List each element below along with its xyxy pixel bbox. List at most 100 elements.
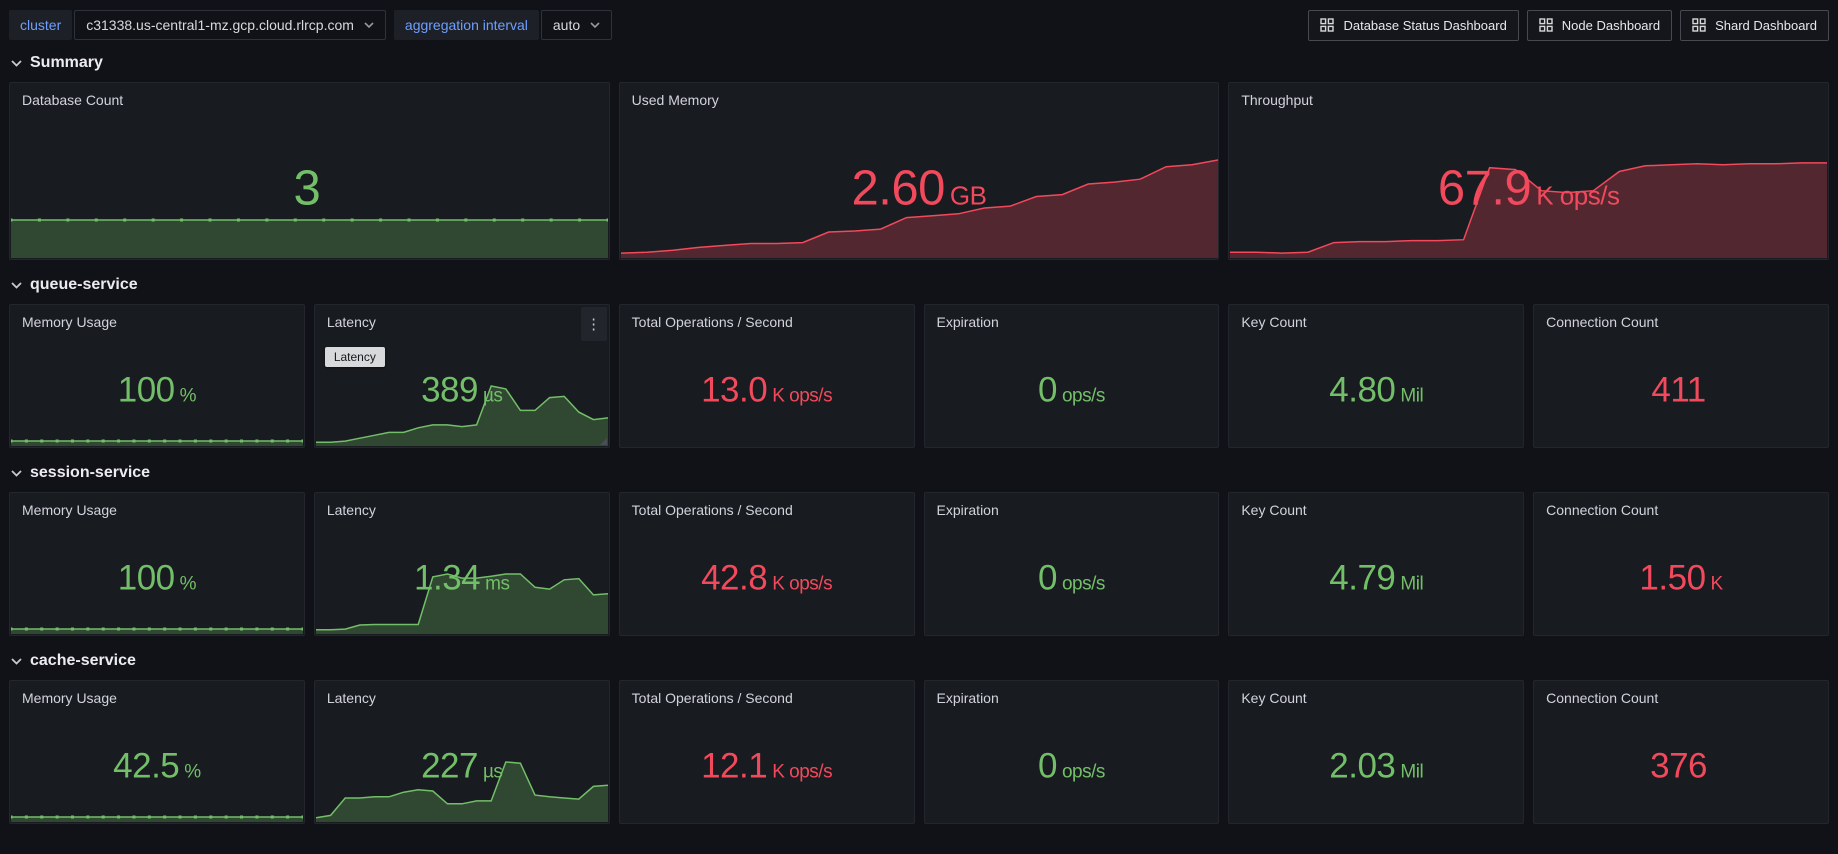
stat-value: 1.34	[414, 558, 481, 598]
stat-value: 0	[1037, 370, 1057, 410]
memory-usage-sparkline	[11, 812, 303, 822]
section-header-cache-service[interactable]: cache-service	[11, 652, 1829, 670]
stat-value: 1.50	[1639, 558, 1706, 598]
panel-title[interactable]: Expiration	[936, 502, 999, 518]
panel-title[interactable]: Connection Count	[1546, 314, 1659, 330]
section-header-session-service[interactable]: session-service	[11, 464, 1829, 482]
cluster-select-value: c31338.us-central1-mz.gcp.cloud.rlrcp.co…	[86, 16, 354, 33]
stat: 411	[1534, 373, 1828, 408]
queue-service-row: Memory Usage 100% Latency ⋮ Latency 389 µ…	[9, 304, 1829, 448]
stat-value: 2.60	[851, 161, 946, 216]
panel-title[interactable]: Connection Count	[1546, 502, 1659, 518]
panel-title[interactable]: Total Operations / Second	[631, 690, 793, 706]
panel-title[interactable]: Total Operations / Second	[631, 502, 793, 518]
stat-unit: ms	[485, 573, 510, 595]
panel-title[interactable]: Memory Usage	[22, 502, 117, 518]
stat-unit: Mil	[1400, 761, 1424, 783]
stat: 3	[10, 164, 609, 213]
panel-cache-key-count: Key Count 2.03 Mil	[1228, 680, 1525, 824]
panel-title[interactable]: Key Count	[1241, 314, 1307, 330]
stat-unit: GB	[949, 180, 987, 211]
stat-value: 42.5	[113, 746, 180, 786]
aggregation-interval-value: auto	[552, 16, 581, 33]
cache-service-row: Memory Usage 42.5% Latency 227 µs Total O…	[9, 680, 1829, 824]
stat: 227 µs	[315, 749, 609, 784]
chevron-down-icon	[11, 469, 22, 477]
database-count-sparkline	[11, 218, 608, 258]
summary-row: Database Count 3 Used Memory 2.60 GB Thro…	[9, 82, 1829, 260]
stat-value: 3	[293, 161, 321, 216]
panel-session-key-count: Key Count 4.79 Mil	[1228, 492, 1525, 636]
panel-resize-handle[interactable]	[599, 438, 607, 445]
link-database-status-dashboard[interactable]: Database Status Dashboard	[1308, 9, 1519, 41]
latency-sparkline	[315, 384, 608, 446]
link-node-dashboard[interactable]: Node Dashboard	[1526, 9, 1673, 41]
stat-value: 100	[117, 370, 175, 410]
panel-title[interactable]: Used Memory	[631, 92, 719, 108]
stat-unit: %	[179, 385, 197, 407]
series-tooltip: Latency	[324, 347, 385, 367]
chevron-down-icon	[11, 657, 22, 665]
panel-title[interactable]: Key Count	[1241, 690, 1307, 706]
panel-menu-kebab-icon[interactable]: ⋮	[580, 307, 607, 341]
panel-title[interactable]: Memory Usage	[22, 314, 117, 330]
variable-aggregation-interval: aggregation interval auto	[393, 9, 613, 41]
panel-cache-total-operations: Total Operations / Second 12.1 K ops/s	[618, 680, 915, 824]
stat-unit: ops/s	[1061, 761, 1105, 783]
panel-title[interactable]: Latency	[326, 502, 376, 518]
apps-grid-icon	[1692, 18, 1706, 32]
stat-unit: Mil	[1400, 573, 1424, 595]
panel-session-expiration: Expiration 0 ops/s	[923, 492, 1220, 636]
cluster-select[interactable]: c31338.us-central1-mz.gcp.cloud.rlrcp.co…	[74, 9, 386, 41]
panel-title[interactable]: Memory Usage	[22, 690, 117, 706]
stat-value: 4.79	[1329, 558, 1396, 598]
aggregation-interval-select[interactable]: auto	[540, 9, 613, 41]
latency-sparkline	[315, 760, 608, 822]
section-title: Summary	[30, 54, 103, 71]
chevron-down-icon	[364, 22, 374, 28]
apps-grid-icon	[1539, 18, 1553, 32]
section-title: session-service	[30, 464, 151, 481]
memory-usage-sparkline	[11, 624, 303, 634]
link-shard-dashboard[interactable]: Shard Dashboard	[1680, 9, 1829, 41]
stat: 4.79 Mil	[1229, 561, 1523, 596]
stat: 376	[1534, 749, 1828, 784]
stat-value: 100	[117, 558, 175, 598]
panel-title[interactable]: Total Operations / Second	[631, 314, 793, 330]
section-header-summary[interactable]: Summary	[11, 54, 1829, 72]
panel-title[interactable]: Latency	[326, 690, 376, 706]
panel-title[interactable]: Connection Count	[1546, 690, 1659, 706]
panel-title[interactable]: Throughput	[1241, 92, 1313, 108]
stat: 42.8 K ops/s	[620, 561, 914, 596]
stat-value: 389	[421, 370, 478, 410]
chevron-down-icon	[11, 59, 22, 67]
panel-title[interactable]: Expiration	[936, 314, 999, 330]
panel-title[interactable]: Expiration	[936, 690, 999, 706]
panel-queue-memory-usage: Memory Usage 100%	[9, 304, 305, 448]
dashboard-topbar: cluster c31338.us-central1-mz.gcp.cloud.…	[9, 8, 1829, 42]
panel-title[interactable]: Latency	[326, 314, 376, 330]
panel-title[interactable]: Database Count	[22, 92, 124, 108]
link-label: Node Dashboard	[1561, 17, 1661, 33]
session-service-row: Memory Usage 100% Latency 1.34 ms Total O…	[9, 492, 1829, 636]
panel-cache-latency: Latency 227 µs	[313, 680, 610, 824]
link-label: Database Status Dashboard	[1343, 17, 1507, 33]
stat: 0 ops/s	[925, 749, 1219, 784]
apps-grid-icon	[1320, 18, 1335, 32]
panel-session-connection-count: Connection Count 1.50 K	[1533, 492, 1829, 636]
panel-used-memory: Used Memory 2.60 GB	[618, 82, 1220, 260]
section-header-queue-service[interactable]: queue-service	[11, 276, 1829, 294]
dashboard: cluster c31338.us-central1-mz.gcp.cloud.…	[9, 8, 1829, 824]
panel-title[interactable]: Key Count	[1241, 502, 1307, 518]
stat: 0 ops/s	[925, 561, 1219, 596]
stat: 1.34 ms	[315, 561, 609, 596]
stat-unit: K ops/s	[1536, 180, 1620, 211]
stat: 13.0 K ops/s	[620, 373, 914, 408]
stat-unit: µs	[482, 385, 503, 407]
stat-unit: %	[179, 573, 197, 595]
panel-cache-connection-count: Connection Count 376	[1533, 680, 1829, 824]
panel-queue-expiration: Expiration 0 ops/s	[923, 304, 1220, 448]
stat: 100%	[10, 561, 304, 596]
stat-unit: ops/s	[1061, 385, 1105, 407]
stat-unit: K ops/s	[772, 573, 833, 595]
